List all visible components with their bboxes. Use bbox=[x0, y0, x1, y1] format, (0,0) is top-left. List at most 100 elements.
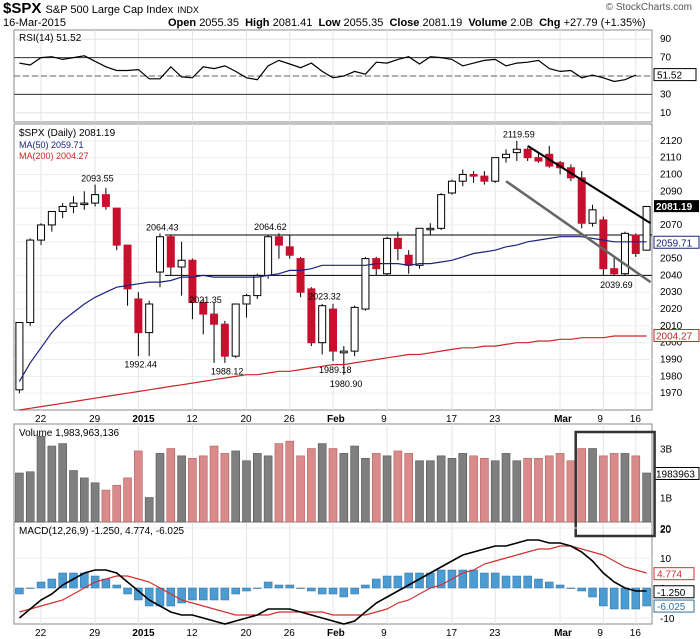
price-annotation: 2039.69 bbox=[600, 280, 633, 290]
candle-body bbox=[350, 306, 359, 352]
price-tick-label: 2050 bbox=[660, 254, 683, 265]
macd-last-value: -1.250 bbox=[657, 588, 686, 599]
macd-histogram-bar bbox=[588, 587, 597, 598]
volume-title: Volume 1,983,963,136 bbox=[19, 428, 120, 439]
volume-bar bbox=[490, 460, 500, 523]
candle-body bbox=[502, 153, 511, 159]
candle-body bbox=[620, 232, 629, 275]
price-tick-label: 2010 bbox=[660, 321, 683, 332]
volume-bar bbox=[555, 453, 565, 523]
macd-last-value: -6.025 bbox=[657, 602, 686, 613]
macd-x-tick-label: Feb bbox=[327, 628, 345, 639]
candle-body bbox=[69, 202, 78, 207]
price-tick-label: 2120 bbox=[660, 136, 683, 147]
macd-x-tick-label: 26 bbox=[284, 628, 296, 639]
chart-date: 16-Mar-2015 bbox=[3, 17, 66, 29]
macd-histogram-bar bbox=[555, 584, 565, 589]
candle-body bbox=[220, 323, 229, 357]
price-annotation: 2064.62 bbox=[254, 222, 287, 232]
chart-header: $SPX S&P 500 Large Cap Index INDX 16-Mar… bbox=[0, 0, 700, 30]
price-annotation: 2119.59 bbox=[503, 130, 535, 140]
macd-x-tick-label: 9 bbox=[597, 628, 603, 639]
price-x-tick-label: 26 bbox=[284, 414, 296, 425]
ma50-value-box bbox=[653, 235, 700, 249]
price-tick-label: 2100 bbox=[660, 169, 683, 180]
candle-body bbox=[491, 157, 500, 182]
candle-body bbox=[426, 227, 435, 231]
macd-last-box bbox=[653, 585, 695, 599]
volume-bar bbox=[285, 440, 295, 523]
candle-body bbox=[610, 268, 619, 275]
macd-x-tick-label: 22 bbox=[35, 628, 47, 639]
volume-highlight-box bbox=[574, 430, 656, 538]
price-x-tick-label: 29 bbox=[89, 414, 101, 425]
price-tick-label: 1980 bbox=[660, 371, 683, 382]
macd-histogram-bar bbox=[404, 572, 413, 589]
volume-bar bbox=[112, 484, 122, 523]
price-tick-label: 2090 bbox=[660, 186, 683, 197]
volume-bar bbox=[47, 445, 57, 523]
candle-body bbox=[415, 227, 424, 266]
macd-histogram-bar bbox=[220, 587, 230, 601]
candle-body bbox=[199, 301, 208, 315]
volume-bar bbox=[242, 460, 251, 523]
candle-body bbox=[264, 236, 273, 276]
price-x-tick-label: 16 bbox=[630, 414, 642, 425]
macd-tick-label: 10 bbox=[660, 554, 672, 565]
volume-bar bbox=[155, 453, 165, 523]
macd-tick-label: -10 bbox=[660, 614, 675, 625]
volume-bar bbox=[609, 453, 619, 523]
candle-body bbox=[447, 180, 456, 194]
volume-tick-label: 3B bbox=[660, 445, 673, 456]
price-annotation: 2023.32 bbox=[308, 291, 341, 301]
volume-bar bbox=[544, 455, 554, 523]
macd-last-box bbox=[653, 567, 695, 581]
candle-body bbox=[101, 194, 110, 207]
legend-ma50: MA(50) 2059.71 bbox=[19, 140, 84, 150]
price-x-tick-label: 2015 bbox=[132, 414, 155, 425]
macd-histogram-bar bbox=[609, 587, 619, 610]
macd-last-value: 4.774 bbox=[657, 570, 682, 581]
candle-body bbox=[577, 177, 586, 224]
price-annotation: 1988.12 bbox=[211, 367, 244, 377]
macd-histogram-bar bbox=[350, 587, 359, 595]
macd-histogram-bar bbox=[166, 587, 176, 607]
candle-body bbox=[642, 205, 651, 251]
volume-bar bbox=[69, 470, 78, 523]
macd-histogram-bar bbox=[328, 587, 338, 595]
price-x-tick-label: 9 bbox=[381, 414, 387, 425]
candle-body bbox=[307, 288, 316, 344]
ma50-value-label: 2059.71 bbox=[656, 238, 693, 249]
candle-body bbox=[437, 194, 446, 229]
macd-x-tick-label: 16 bbox=[630, 628, 642, 639]
candle-body bbox=[80, 202, 89, 206]
macd-histogram-bar bbox=[361, 584, 370, 589]
candle-body bbox=[296, 258, 305, 293]
price-tick-label: 2000 bbox=[660, 338, 683, 349]
volume-bar bbox=[188, 457, 197, 523]
copyright-label: © StockCharts.com bbox=[605, 2, 692, 13]
volume-bar bbox=[101, 489, 111, 523]
macd-line bbox=[18, 539, 647, 625]
price-annotation: 2093.55 bbox=[81, 173, 114, 183]
macd-histogram-bar bbox=[274, 584, 284, 589]
candle-body bbox=[15, 322, 24, 391]
price-x-tick-label: 20 bbox=[240, 414, 252, 425]
candle-body bbox=[458, 173, 467, 182]
candle-body bbox=[523, 148, 532, 159]
trendline-lower bbox=[505, 180, 652, 284]
macd-histogram-bar bbox=[339, 587, 349, 598]
volume-bar bbox=[15, 472, 24, 523]
macd-histogram-bar bbox=[25, 587, 35, 589]
volume-bar bbox=[415, 460, 424, 523]
macd-histogram-bar bbox=[253, 587, 262, 589]
price-tick-label: 2070 bbox=[660, 220, 683, 231]
macd-histogram-bar bbox=[382, 575, 392, 589]
volume-bar bbox=[90, 482, 100, 523]
macd-tick-label: 20 bbox=[660, 524, 672, 535]
volume-bar bbox=[469, 455, 478, 523]
volume-bar bbox=[458, 453, 468, 523]
rsi-tick-label: 70 bbox=[660, 53, 672, 64]
volume-bar bbox=[620, 453, 630, 523]
